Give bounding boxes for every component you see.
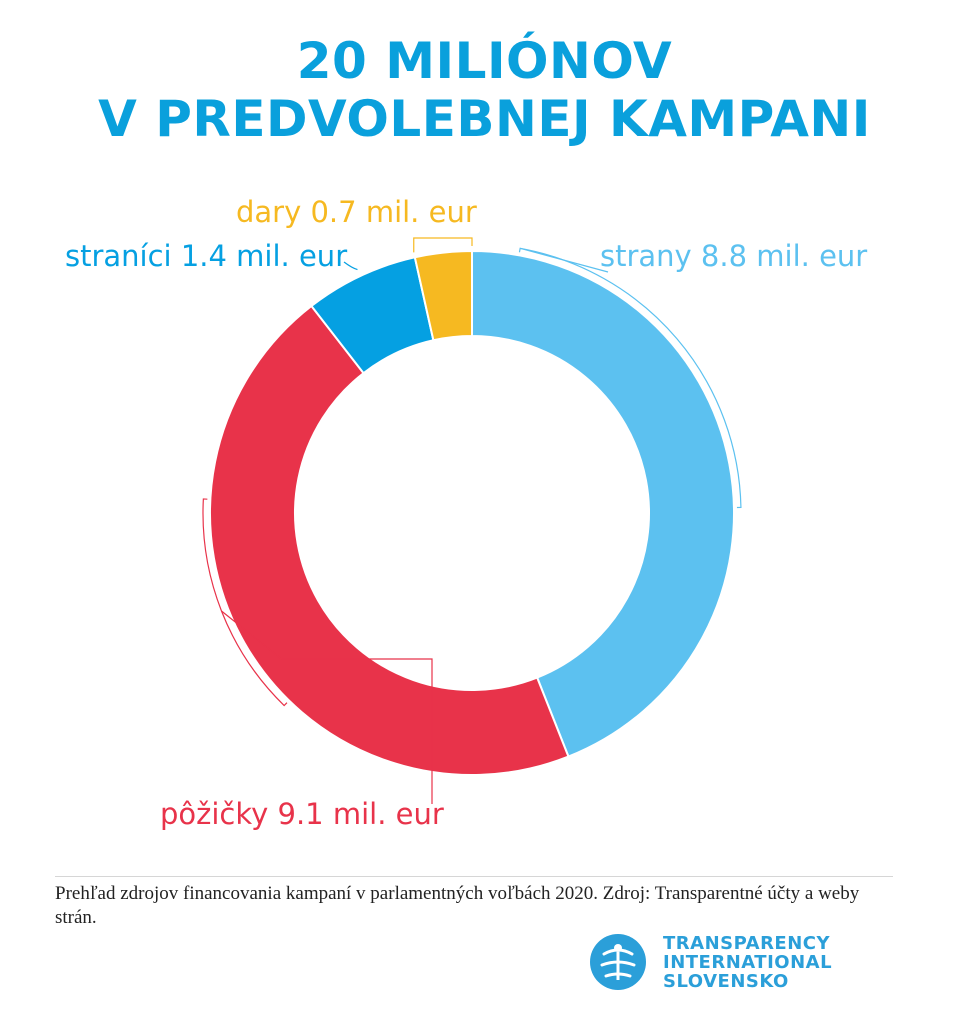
connector-stranici (343, 261, 358, 271)
donut-chart: strany 8.8 mil. eur pôžičky 9.1 mil. eur… (65, 195, 867, 831)
transparency-international-logo-icon (590, 934, 646, 990)
transparency-logo[interactable]: TRANSPARENCY INTERNATIONAL SLOVENSKO (588, 932, 858, 994)
logo-line3: SLOVENSKO (663, 971, 789, 992)
logo-line2: INTERNATIONAL (663, 952, 833, 973)
slice-pozicky[interactable] (209, 304, 570, 776)
chart-title-line2: V PREDVOLEBNEJ KAMPANI (98, 90, 871, 148)
connector-dary (413, 237, 473, 253)
chart-title: 20 MILIÓNOV V PREDVOLEBNEJ KAMPANI (0, 32, 969, 148)
slice-label-dary: dary 0.7 mil. eur (236, 195, 477, 229)
slice-label-strany: strany 8.8 mil. eur (600, 239, 867, 273)
label-brackets (202, 237, 742, 804)
logo-line1: TRANSPARENCY (663, 933, 831, 954)
connector-pozicky (221, 610, 433, 804)
caption-divider (55, 876, 893, 877)
slice-strany[interactable] (471, 249, 735, 758)
connector-strany (520, 247, 609, 273)
slice-label-pozicky: pôžičky 9.1 mil. eur (160, 797, 444, 831)
chart-title-line1: 20 MILIÓNOV (296, 32, 673, 90)
chart-caption: Prehľad zdrojov financovania kampaní v p… (55, 883, 860, 928)
donut-slices (209, 249, 735, 776)
logo-wordmark: TRANSPARENCY INTERNATIONAL SLOVENSKO (663, 934, 832, 991)
slice-label-stranici: straníci 1.4 mil. eur (65, 239, 347, 273)
slice-dary[interactable] (413, 249, 473, 342)
